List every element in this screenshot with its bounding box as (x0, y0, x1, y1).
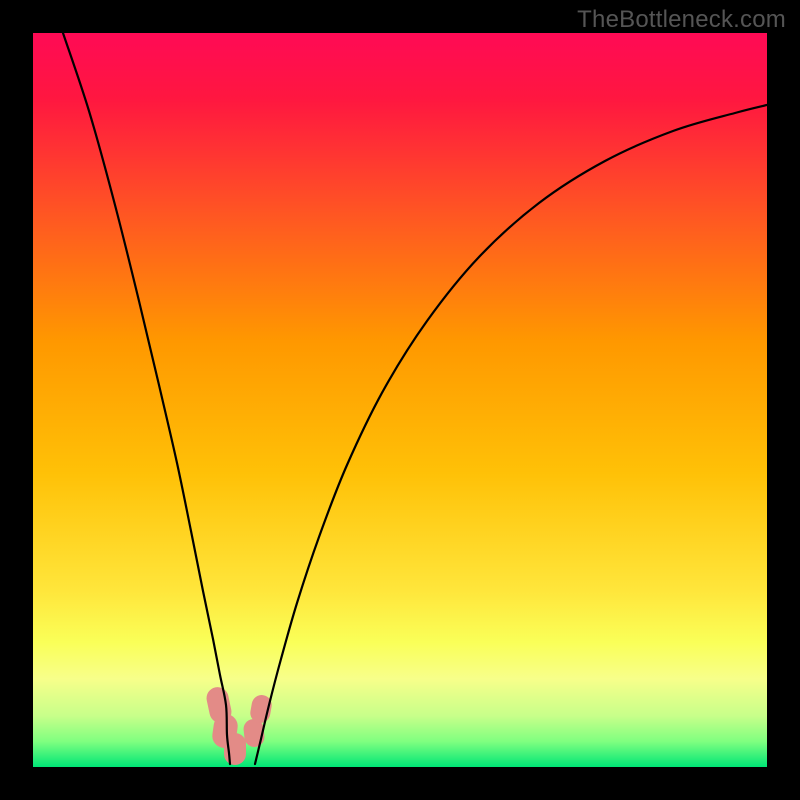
chart-frame: TheBottleneck.com (0, 0, 800, 800)
plot-svg (33, 33, 767, 767)
plot-area (33, 33, 767, 767)
gradient-background (33, 33, 767, 767)
watermark-text: TheBottleneck.com (577, 6, 786, 34)
